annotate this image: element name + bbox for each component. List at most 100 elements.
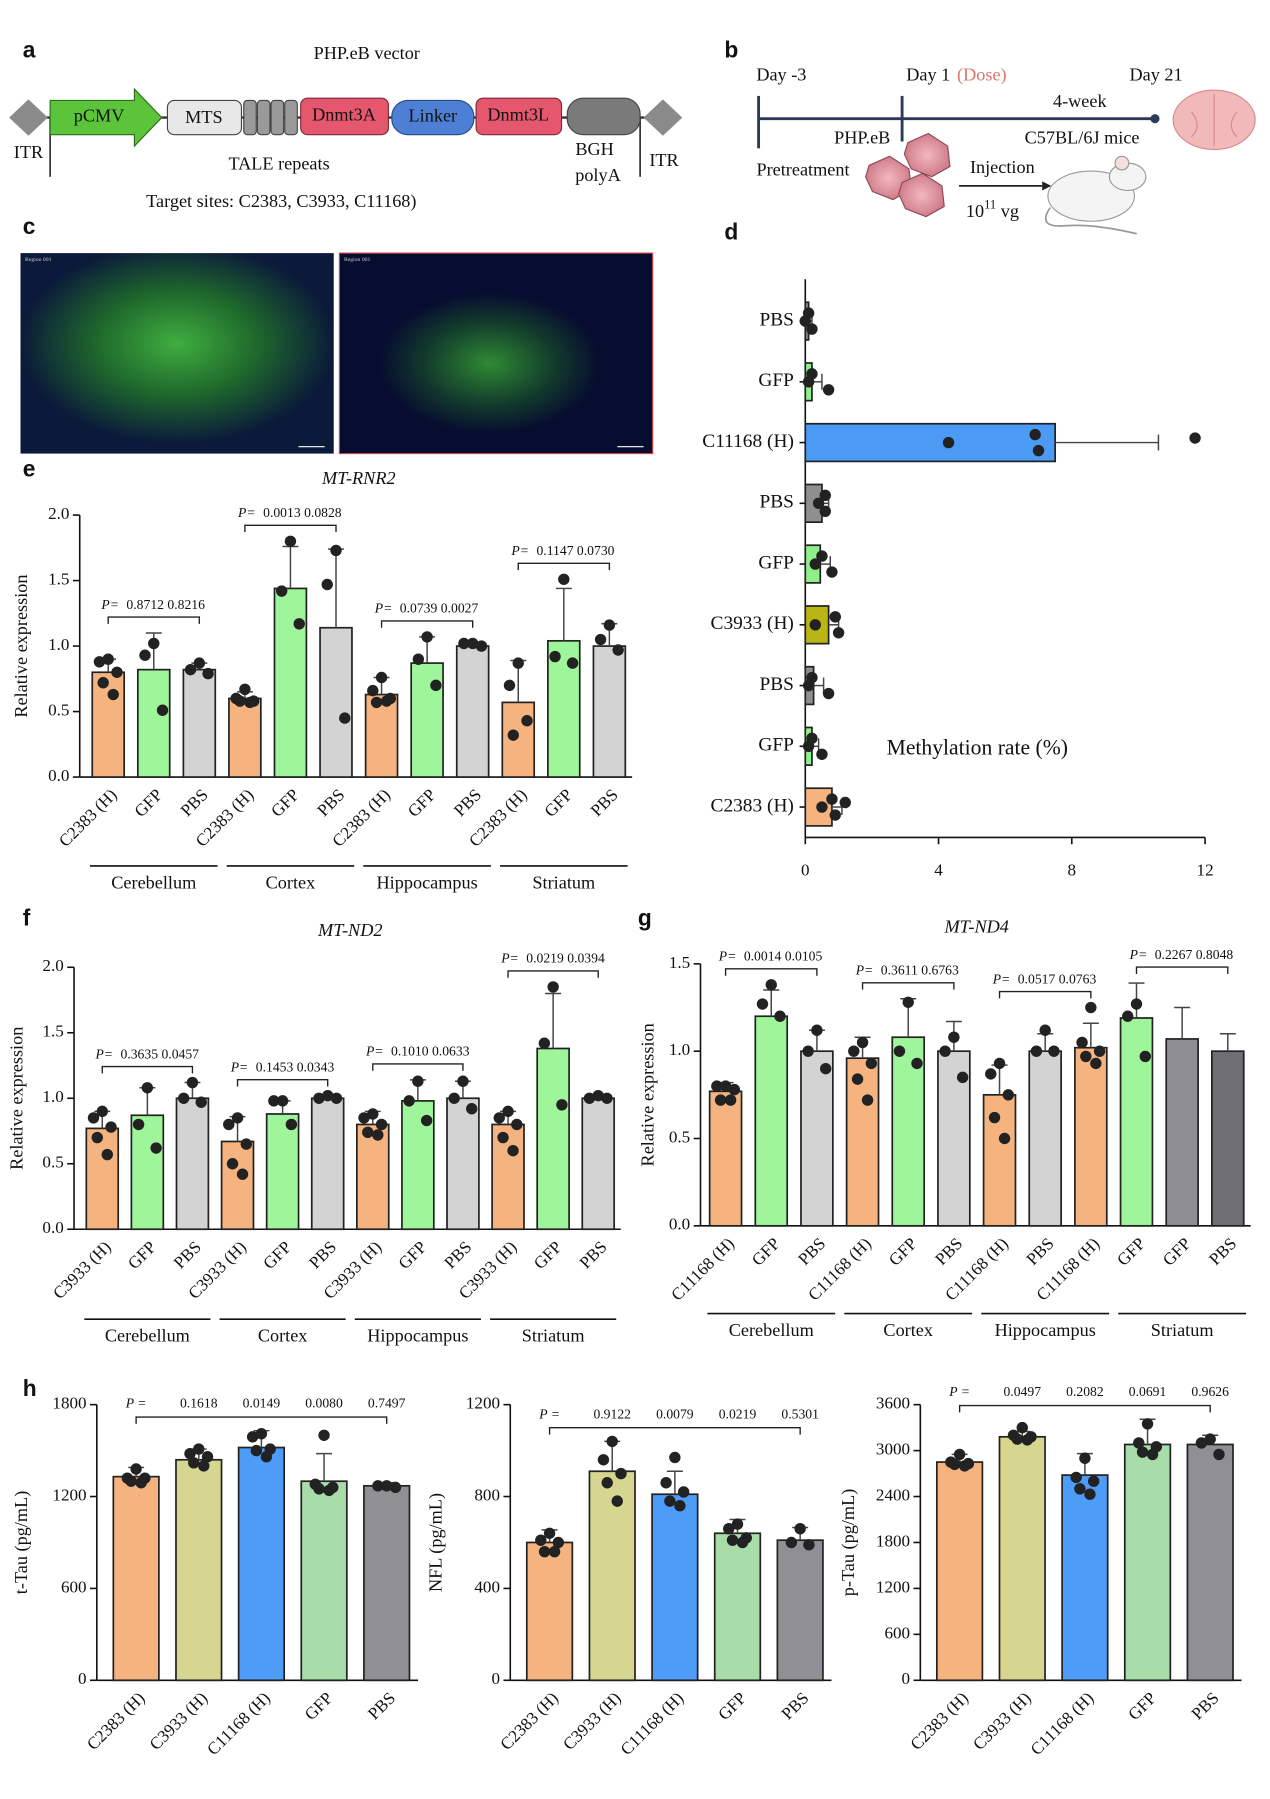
data-point <box>538 1037 551 1049</box>
x-tick-label: C11168 (H) <box>667 1234 738 1305</box>
group-label: Cerebellum <box>111 872 196 892</box>
data-point <box>756 998 769 1010</box>
y-axis-label: Relative expression <box>6 1027 26 1170</box>
y-tick-label: PBS <box>759 310 793 331</box>
bar <box>845 1057 880 1227</box>
bar <box>1061 1474 1109 1682</box>
microscopy: Region 001 Region 001 <box>20 252 654 455</box>
bar <box>713 1532 762 1682</box>
bar <box>491 1123 525 1231</box>
data-point <box>993 1057 1006 1070</box>
group-label: Cortex <box>266 872 316 892</box>
x-tick-label: PBS <box>450 785 485 820</box>
data-point <box>549 650 561 663</box>
data-point <box>802 1045 814 1057</box>
data-point <box>362 1126 374 1139</box>
data-point <box>111 666 123 678</box>
data-point <box>812 497 825 510</box>
p-value: 0.0014 0.0105 <box>744 949 823 964</box>
data-point <box>511 1118 523 1131</box>
data-point <box>458 637 470 650</box>
p-value: 0.2082 <box>1066 1384 1104 1399</box>
bar <box>446 1097 480 1231</box>
x-tick-label: GFP <box>124 1237 160 1273</box>
bar <box>364 693 399 778</box>
data-point <box>321 578 333 591</box>
chart-title: MT-ND4 <box>943 917 1008 937</box>
p-label: P = <box>538 1406 560 1421</box>
dose-label: (Dose) <box>957 65 1007 86</box>
data-point <box>466 1103 478 1115</box>
data-point <box>719 1080 732 1092</box>
target-sites: Target sites: C2383, C3933, C11168) <box>146 191 416 212</box>
x-tick-label: GFP <box>301 1688 337 1724</box>
y-tick-label: 0 <box>78 1669 87 1688</box>
data-point <box>375 671 388 684</box>
data-point <box>829 611 841 623</box>
y-axis-label: p-Tau (pg/mL) <box>838 1489 859 1596</box>
data-point <box>674 1500 686 1512</box>
bar <box>776 1539 824 1682</box>
timeline-end <box>1150 114 1160 124</box>
data-point <box>677 1486 690 1498</box>
dose-unit: vg <box>1001 201 1019 221</box>
bar <box>525 1541 574 1682</box>
y-tick-label: C11168 (H) <box>702 431 794 452</box>
y-tick-label: 1200 <box>52 1485 86 1504</box>
x-tick-label: 12 <box>1197 861 1214 880</box>
data-point <box>231 1112 244 1124</box>
dnmt3l-box <box>475 97 563 136</box>
polya-box <box>566 97 641 136</box>
data-point <box>601 1477 613 1489</box>
p-label: P= <box>718 949 737 964</box>
p-value: 0.3611 0.6763 <box>881 963 959 978</box>
vector-name: PHP.eB <box>834 127 890 147</box>
data-point <box>330 1092 343 1104</box>
p-value: 0.2267 0.8048 <box>1155 947 1234 962</box>
p-value: 0.0691 <box>1129 1384 1167 1399</box>
data-point <box>420 1114 433 1127</box>
data-point <box>612 644 624 656</box>
data-point <box>1048 1045 1060 1057</box>
x-tick-label: PBS <box>305 1237 340 1272</box>
data-point <box>829 809 841 821</box>
data-point <box>244 696 256 709</box>
data-point <box>430 679 442 692</box>
data-point <box>318 1429 330 1441</box>
data-point <box>819 505 831 517</box>
vector-diagram: PHP.eB vector pCMV MTS Dnmt3A Linker Dnm… <box>9 43 683 212</box>
dnmt3l: Dnmt3L <box>487 105 549 125</box>
y-tick-label: 1800 <box>876 1531 910 1550</box>
mts: MTS <box>185 107 222 127</box>
y-tick-label: 0.5 <box>42 1153 63 1172</box>
data-point <box>239 683 251 695</box>
data-point <box>806 671 818 684</box>
data-point <box>988 1111 1001 1124</box>
data-point <box>958 1460 971 1472</box>
data-point <box>1070 1471 1082 1484</box>
y-tick-label: 1200 <box>876 1577 910 1596</box>
bar <box>804 422 1057 463</box>
data-point <box>893 1045 906 1057</box>
p-value: 0.9626 <box>1191 1384 1229 1399</box>
data-point <box>184 1447 196 1460</box>
x-tick-label: PBS <box>1188 1688 1223 1723</box>
data-point <box>148 637 160 650</box>
data-point <box>375 1118 388 1131</box>
p-value: 0.3635 0.0457 <box>120 1046 199 1061</box>
x-tick-label: C2383 (H) <box>497 1688 562 1753</box>
data-point <box>284 535 297 547</box>
bar <box>237 1446 286 1682</box>
data-point <box>512 657 524 669</box>
data-point <box>832 627 845 639</box>
x-tick-label: GFP <box>395 1237 431 1273</box>
data-point <box>91 1131 103 1144</box>
p-label: P= <box>855 963 874 978</box>
data-point <box>105 1121 117 1133</box>
data-point <box>125 1475 137 1487</box>
p-bracket <box>724 968 818 976</box>
data-point <box>380 695 393 707</box>
data-point <box>466 637 479 650</box>
data-point <box>723 1522 735 1535</box>
data-point <box>101 1148 113 1161</box>
